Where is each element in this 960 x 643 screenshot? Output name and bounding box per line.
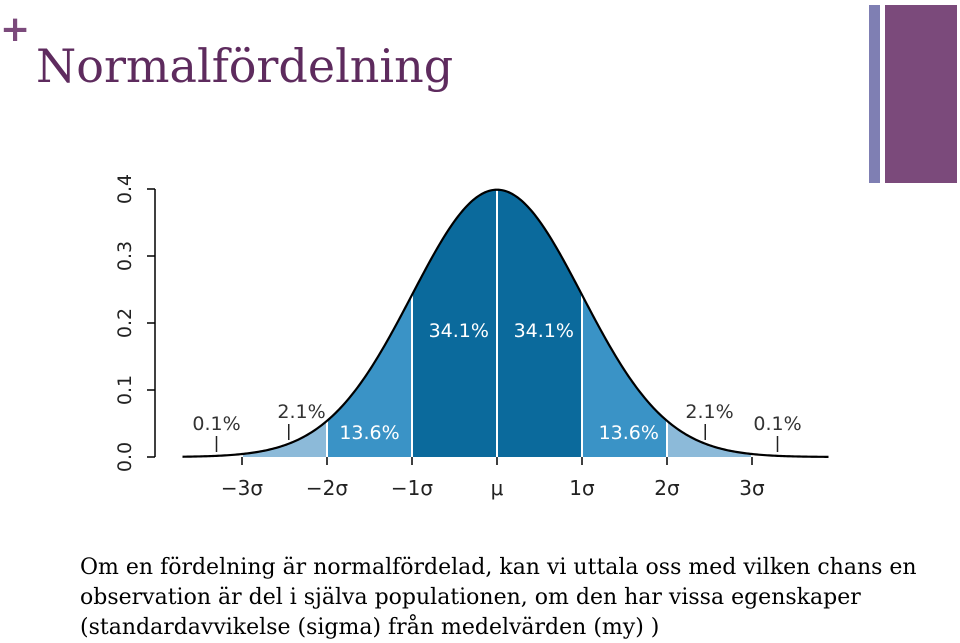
x-tick-label: 2σ	[654, 476, 680, 500]
band-percent-label: 13.6%	[339, 422, 399, 444]
accent-bar	[885, 5, 957, 183]
tail-percent-label: 0.1%	[753, 413, 801, 435]
tail-percent-label: 0.1%	[192, 413, 240, 435]
plus-icon: +	[0, 9, 31, 50]
x-tick-label: 3σ	[739, 476, 765, 500]
slide-body-text: Om en fördelning är normalfördelad, kan …	[80, 555, 917, 640]
x-tick-label: −3σ	[221, 476, 263, 500]
y-tick-label: 0.4	[114, 174, 136, 204]
accent-bar-light	[869, 5, 880, 183]
x-tick-label: −2σ	[306, 476, 348, 500]
x-tick-label: 1σ	[569, 476, 595, 500]
band-area-1	[242, 420, 327, 457]
band-percent-label: 13.6%	[599, 422, 659, 444]
x-tick-label: μ	[491, 476, 504, 500]
band-percent-label: 2.1%	[277, 401, 325, 423]
band-percent-label: 34.1%	[514, 320, 574, 342]
y-tick-label: 0.2	[114, 308, 136, 338]
slide-title: Normalfördelning	[36, 39, 454, 93]
band-percent-label: 34.1%	[429, 320, 489, 342]
x-tick-label: −1σ	[391, 476, 433, 500]
y-tick-label: 0.0	[114, 442, 136, 472]
density-curve	[182, 188, 829, 458]
y-tick-label: 0.3	[114, 241, 136, 271]
y-tick-label: 0.1	[114, 375, 136, 405]
normal-distribution-chart: 0.0 0.1 0.2 0.3 0.4 −3σ −2σ −1σ μ 1σ 2σ 3σ 2.1% 13.6%…	[114, 174, 829, 500]
band-percent-label: 2.1%	[685, 401, 733, 423]
band-area-6	[667, 420, 752, 457]
